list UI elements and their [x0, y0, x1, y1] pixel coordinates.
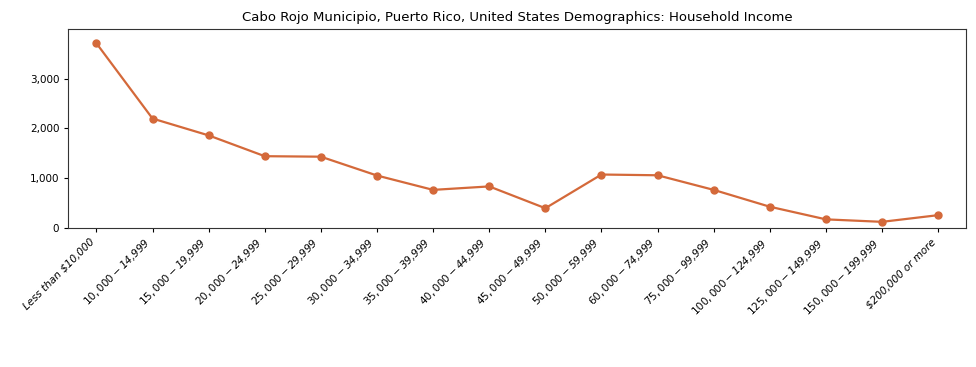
Title: Cabo Rojo Municipio, Puerto Rico, United States Demographics: Household Income: Cabo Rojo Municipio, Puerto Rico, United…	[242, 11, 793, 24]
